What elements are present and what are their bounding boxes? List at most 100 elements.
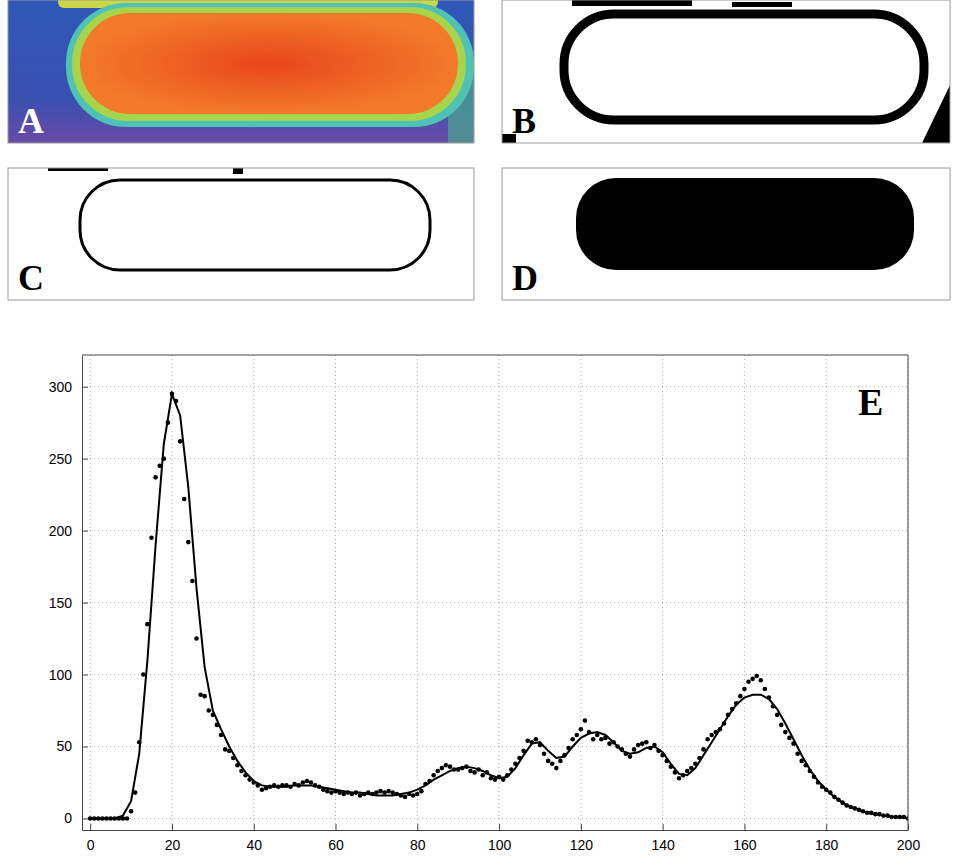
data-point [542, 751, 547, 756]
y-tick: 100 [49, 667, 88, 683]
x-axis: 020406080100120140160180200 [83, 824, 921, 853]
data-point [178, 439, 183, 444]
grid-line-x [908, 355, 909, 830]
data-point [783, 730, 788, 735]
data-point [419, 789, 424, 794]
image-rim [72, 7, 466, 121]
mask-scrap [233, 168, 243, 174]
data-point [546, 759, 551, 764]
data-point [534, 737, 539, 742]
y-tick-mark [82, 603, 88, 604]
x-tick-label: 140 [651, 837, 675, 853]
x-tick-label: 20 [165, 837, 181, 853]
data-point [583, 718, 588, 723]
data-point [550, 761, 555, 766]
data-point [599, 737, 604, 742]
x-tick-mark [826, 824, 827, 830]
y-tick-mark [82, 459, 88, 460]
fit-line [90, 394, 908, 819]
data-point [448, 764, 453, 769]
grid-line-x [253, 355, 254, 830]
grid-line-x [171, 355, 172, 830]
x-tick-mark [336, 824, 337, 830]
grid-line-y [82, 602, 908, 603]
data-point [636, 743, 641, 748]
x-tick-label: 100 [488, 837, 512, 853]
image-background [502, 0, 950, 143]
data-point [754, 674, 759, 679]
panel-label: D [512, 258, 538, 298]
x-tick-label: 160 [733, 837, 757, 853]
data-point [570, 737, 575, 742]
data-point [206, 708, 211, 713]
data-point [750, 677, 755, 682]
data-point [378, 789, 383, 794]
grid-line-x [744, 355, 745, 830]
y-tick-label: 50 [56, 738, 72, 754]
x-tick: 100 [488, 824, 512, 853]
x-tick: 20 [165, 824, 181, 853]
data-point [194, 636, 199, 641]
x-tick: 0 [87, 824, 95, 853]
y-tick-label: 200 [49, 523, 73, 539]
data-point [738, 694, 743, 699]
y-tick-label: 300 [49, 379, 73, 395]
x-tick-mark [663, 824, 664, 830]
x-tick: 60 [328, 824, 344, 853]
data-point [182, 497, 187, 502]
x-tick-mark [90, 824, 91, 830]
data-point [223, 747, 228, 752]
y-tick: 150 [49, 595, 88, 611]
panel-frame [502, 168, 950, 300]
mask-scrap [922, 85, 950, 143]
frame-right [908, 355, 909, 830]
grid-line-x [826, 355, 827, 830]
image-cell [80, 13, 458, 114]
panel-a: A [8, 0, 488, 150]
data-point [411, 793, 416, 798]
data-point [190, 579, 195, 584]
panel-image [502, 168, 950, 300]
data-point [141, 672, 146, 677]
y-tick-mark [82, 531, 88, 532]
plot-background [82, 355, 908, 830]
x-axis-line [83, 830, 909, 831]
data-point [386, 789, 391, 794]
x-tick-label: 200 [897, 837, 921, 853]
x-tick-mark [499, 824, 500, 830]
data-point [480, 773, 485, 778]
panel-frame [8, 0, 474, 143]
panel-frame [8, 168, 474, 300]
y-tick-mark [82, 747, 88, 748]
data-point [202, 694, 207, 699]
panel-label: B [512, 101, 536, 141]
data-point [125, 816, 130, 821]
data [88, 392, 908, 821]
data-point [554, 766, 559, 771]
data-point [301, 780, 306, 785]
data-point [779, 723, 784, 728]
y-tick-label: 100 [49, 667, 73, 683]
data-point [709, 733, 714, 738]
y-tick-mark [82, 675, 88, 676]
image-background [8, 168, 474, 300]
y-tick-mark [82, 387, 88, 388]
x-tick-mark [744, 824, 745, 830]
x-tick: 200 [897, 824, 921, 853]
mask-fill [576, 178, 914, 270]
mask-ring [564, 14, 924, 120]
y-tick: 200 [49, 523, 88, 539]
data-point [440, 766, 445, 771]
image-background [502, 168, 950, 300]
x-tick-mark [254, 824, 255, 830]
y-tick-label: 250 [49, 451, 73, 467]
data-point [705, 737, 710, 742]
x-tick-label: 0 [87, 837, 95, 853]
x-tick: 160 [733, 824, 757, 853]
data-point [260, 787, 265, 792]
x-tick-mark [417, 824, 418, 830]
data-point [329, 790, 334, 795]
panel-image [502, 0, 950, 143]
grid-line-x [580, 355, 581, 830]
data-point [525, 738, 530, 743]
